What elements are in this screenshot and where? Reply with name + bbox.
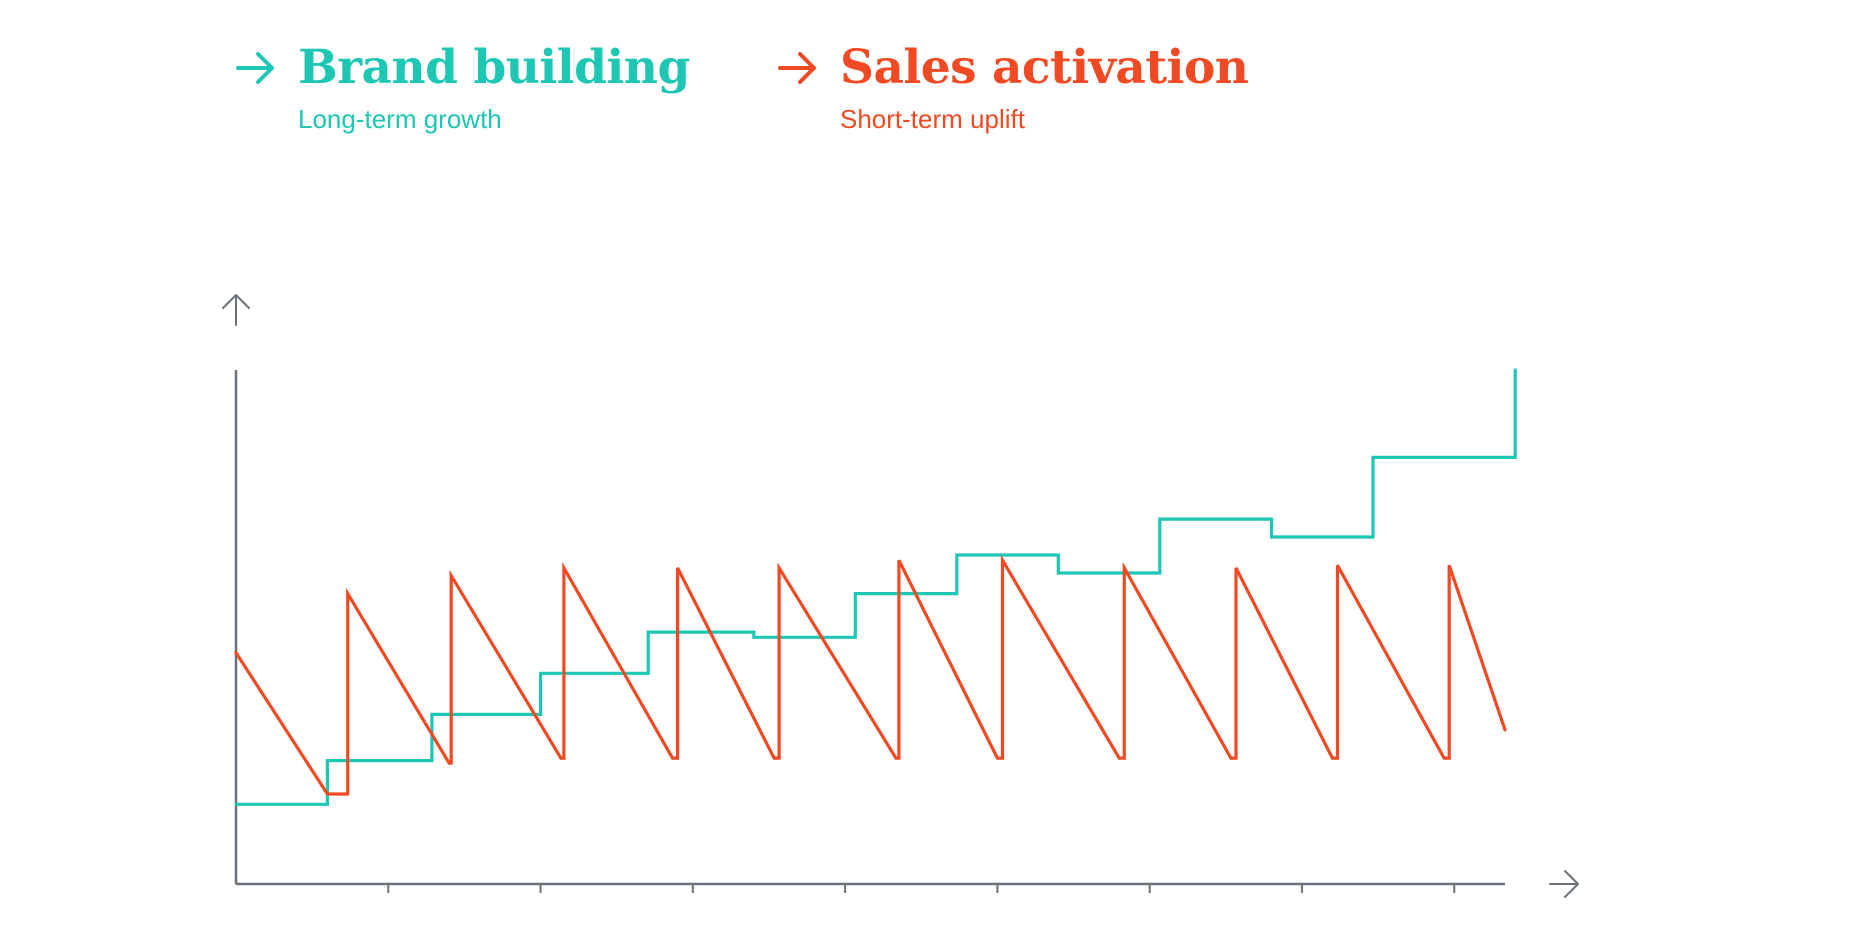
series-line-sales-activation bbox=[234, 554, 1507, 796]
legend-sales-activation: Sales activation Short-term uplift bbox=[776, 40, 1249, 135]
series-line-brand-building bbox=[234, 368, 1517, 806]
legend-title: Sales activation bbox=[840, 40, 1249, 95]
legend-subtitle: Short-term uplift bbox=[840, 104, 1025, 134]
x-axis-arrow-icon bbox=[1549, 870, 1579, 898]
arrow-right-icon bbox=[778, 52, 816, 84]
legend-brand-building: Brand building Long-term growth bbox=[234, 40, 690, 135]
legend-title: Brand building bbox=[298, 40, 690, 95]
legend-subtitle: Long-term growth bbox=[298, 104, 502, 134]
y-axis-arrow-icon bbox=[222, 294, 250, 326]
arrow-right-icon bbox=[236, 52, 274, 84]
